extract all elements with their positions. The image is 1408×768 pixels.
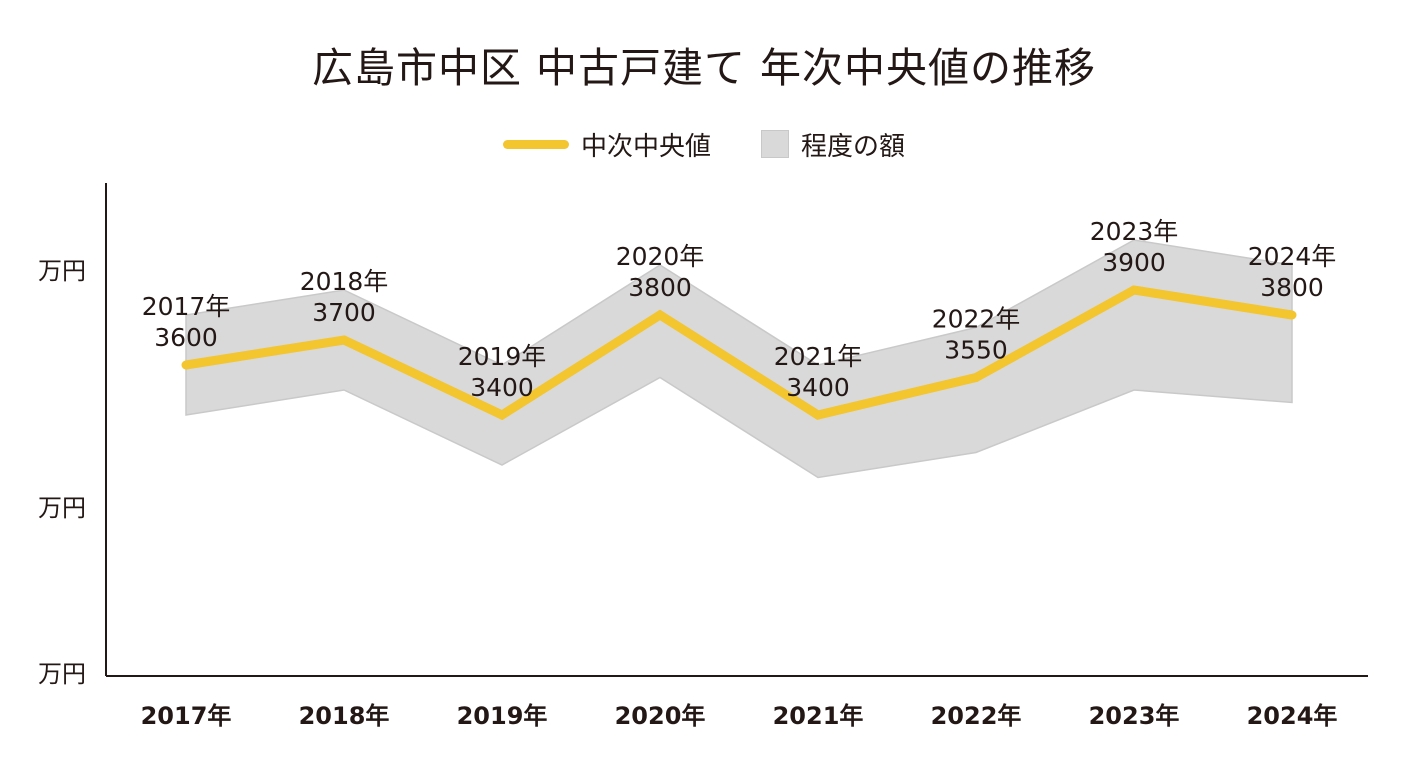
data-point-2024年 [1287,310,1297,320]
legend: 中次中央値 程度の額 [0,124,1408,164]
data-label-year-1: 2018年 [300,267,389,296]
data-label-value-4: 3400 [786,373,850,402]
data-label-value-7: 3800 [1260,273,1324,302]
y-tick-label-top: 万円 [38,257,86,285]
data-label-value-6: 3900 [1102,248,1166,277]
legend-item-band: 程度の額 [761,126,905,163]
x-tick-label-6: 2023年 [1089,702,1180,730]
data-point-2021年 [813,410,823,420]
data-label-year-2: 2019年 [458,342,547,371]
x-tick-label-7: 2024年 [1247,702,1338,730]
data-label-value-5: 3550 [944,336,1008,365]
data-label-value-0: 3600 [154,323,218,352]
data-point-2019年 [497,410,507,420]
data-point-2020年 [655,310,665,320]
x-tick-label-4: 2021年 [773,702,864,730]
data-label-year-0: 2017年 [142,292,231,321]
x-tick-label-3: 2020年 [615,702,706,730]
data-label-year-4: 2021年 [774,342,863,371]
x-tick-label-0: 2017年 [141,702,232,730]
legend-label-median: 中次中央値 [580,131,711,162]
data-label-year-7: 2024年 [1248,242,1337,271]
y-tick-label-bottom: 万円 [38,660,86,688]
data-label-value-2: 3400 [470,373,534,402]
data-label-year-6: 2023年 [1090,217,1179,246]
legend-item-median: 中次中央値 [502,126,711,163]
data-label-year-5: 2022年 [932,305,1021,334]
data-point-2018年 [339,335,349,345]
legend-swatch-band [761,130,789,158]
data-point-2017年 [181,360,191,370]
legend-swatch-median [502,139,569,149]
chart-title: 広島市中区 中古戸建て 年次中央値の推移 [311,44,1097,92]
data-point-2023年 [1129,285,1139,295]
legend-label-band: 程度の額 [801,131,906,162]
data-point-2022年 [971,373,981,382]
x-tick-label-2: 2019年 [457,702,548,730]
y-tick-label-middle: 万円 [38,494,86,522]
x-tick-label-1: 2018年 [299,702,390,730]
data-label-value-1: 3700 [312,298,376,327]
median-line [185,285,1293,421]
x-tick-label-5: 2022年 [931,702,1022,730]
data-label-year-3: 2020年 [616,242,705,271]
data-label-value-3: 3800 [628,273,692,302]
band-area [185,239,1293,479]
